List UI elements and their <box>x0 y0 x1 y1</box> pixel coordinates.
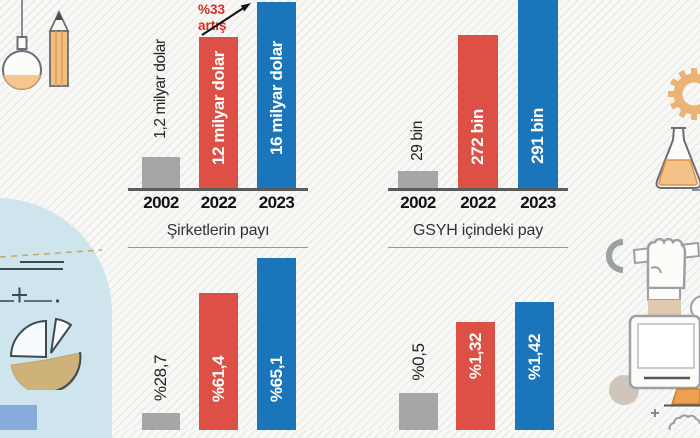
annotation-line1: %33 <box>198 2 226 17</box>
pencil-icon <box>48 9 70 87</box>
increase-annotation: %33 artış <box>198 2 227 34</box>
gear-outline-icon <box>668 414 700 430</box>
bar-value-label: %1,42 <box>524 333 544 381</box>
gear-icon <box>668 68 700 120</box>
bar-value-label: 291 bin <box>528 108 547 164</box>
plus-doodle <box>12 287 27 303</box>
baseline <box>128 188 308 191</box>
fist <box>646 238 687 290</box>
bar-value-label: %28,7 <box>151 354 170 402</box>
bar-2022 <box>456 322 495 430</box>
computer-monitor-icon <box>628 295 700 390</box>
dash-dot-doodle <box>0 299 60 303</box>
right-bottom-doodles <box>606 238 700 430</box>
erlenmeyer-flask-icon <box>655 127 700 191</box>
year-label: 2002 <box>400 193 436 212</box>
hanging-flask-icon <box>2 36 42 90</box>
bar-value-label: 272 bin <box>468 109 487 165</box>
bar-2023 <box>515 302 554 430</box>
bar-2002 <box>142 413 180 430</box>
year-label: 2022 <box>460 193 496 212</box>
chart-top-right: 29 bin 272 bin 291 bin 2002 2022 2023 <box>388 0 568 215</box>
bar-value-label: 12 milyar dolar <box>208 50 228 166</box>
bar-2002 <box>142 157 180 188</box>
bar-2023 <box>257 2 296 188</box>
bar-2002 <box>398 171 438 188</box>
notes-lines-doodle <box>0 261 64 270</box>
year-label: 2023 <box>520 193 556 212</box>
bar-value-label: %1,32 <box>465 332 485 380</box>
year-label: 2002 <box>143 193 179 212</box>
bar-value-label: 29 bin <box>409 121 426 161</box>
annotation-line2: artış <box>198 18 227 33</box>
bar-2023 <box>518 0 558 188</box>
left-bottom-doodles <box>0 249 103 390</box>
bar-2023 <box>257 258 296 430</box>
corner-blue-rectangle <box>0 405 37 430</box>
monitor-stand-doodle <box>664 388 700 407</box>
chart-bottom-right: %0,5 %1,32 %1,42 <box>388 250 568 430</box>
section-title-companies-share: Şirketlerin payı <box>128 222 308 248</box>
plus-doodle <box>651 409 659 417</box>
year-label: 2023 <box>258 193 295 212</box>
bar-value-label: %61,4 <box>208 355 228 403</box>
bar-2022 <box>199 293 238 430</box>
bar-value-label: 16 milyar dolar <box>266 40 286 156</box>
hand-holding-wrench-icon <box>606 238 700 320</box>
pie-chart-doodle <box>9 317 82 390</box>
section-title-gdp-share: GSYH içindeki pay <box>388 222 568 248</box>
bar-2022 <box>458 35 498 188</box>
bar-2002 <box>399 393 438 430</box>
bar-2022 <box>199 37 238 188</box>
right-top-doodles <box>655 68 700 191</box>
year-label: 2022 <box>200 193 237 212</box>
increase-arrow <box>201 3 251 36</box>
wrench-head <box>606 239 624 273</box>
baseline <box>388 188 568 191</box>
chart-bottom-left: %28,7 %61,4 %65,1 <box>128 250 308 430</box>
left-top-doodles <box>2 0 70 90</box>
bar-value-label: %65,1 <box>266 355 286 403</box>
bar-value-label: 1,2 milyar dolar <box>152 39 169 139</box>
bar-value-label: %0,5 <box>408 343 428 381</box>
dashed-line-doodle <box>0 249 103 258</box>
cuff <box>647 287 681 301</box>
chart-top-left: 1,2 milyar dolar 12 milyar dolar 16 mily… <box>128 0 308 215</box>
